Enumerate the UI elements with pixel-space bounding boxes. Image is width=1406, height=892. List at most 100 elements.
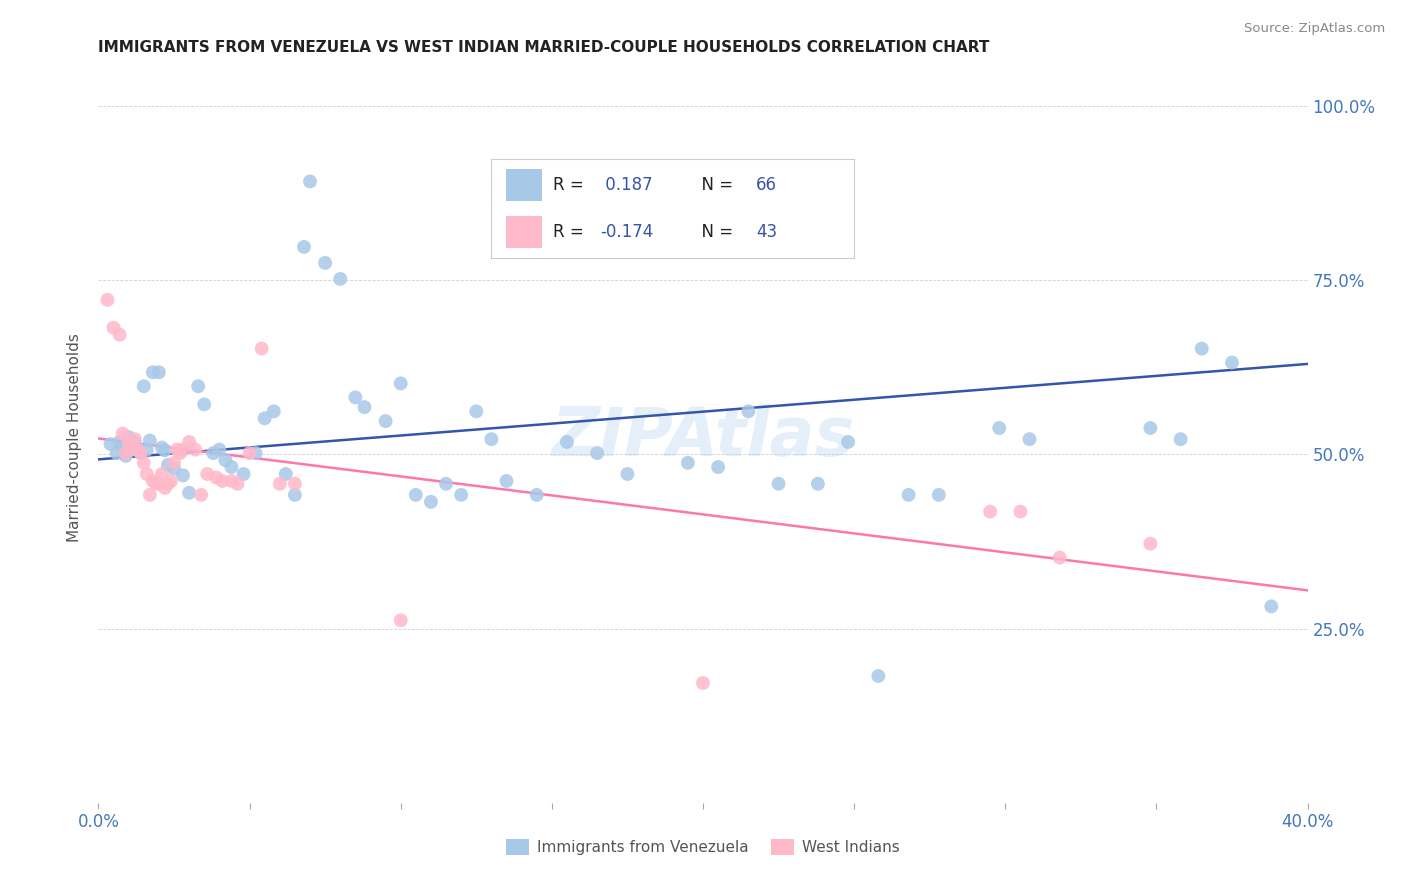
Point bbox=[837, 434, 859, 449]
Point bbox=[344, 390, 367, 404]
Point bbox=[329, 272, 352, 286]
Point bbox=[245, 446, 267, 460]
Point bbox=[221, 460, 243, 475]
Point bbox=[160, 474, 183, 488]
Point bbox=[526, 488, 548, 502]
Point bbox=[239, 446, 262, 460]
Point bbox=[768, 476, 790, 491]
Point bbox=[214, 453, 236, 467]
Point bbox=[169, 446, 191, 460]
Point bbox=[495, 474, 517, 488]
Point bbox=[616, 467, 638, 481]
Point bbox=[1170, 432, 1192, 446]
Point bbox=[481, 432, 503, 446]
Point bbox=[103, 320, 125, 334]
Point bbox=[172, 468, 194, 483]
Point bbox=[353, 400, 375, 414]
Point bbox=[105, 446, 128, 460]
Point bbox=[221, 474, 243, 488]
Point bbox=[114, 446, 136, 460]
Point bbox=[114, 449, 136, 463]
Point bbox=[163, 461, 186, 475]
Point bbox=[269, 476, 291, 491]
Point bbox=[692, 676, 714, 690]
Point bbox=[118, 430, 141, 444]
Point bbox=[202, 446, 225, 460]
Point bbox=[135, 467, 157, 481]
Point bbox=[129, 446, 152, 460]
Point bbox=[555, 434, 578, 449]
Point bbox=[434, 476, 457, 491]
Point bbox=[111, 426, 134, 441]
Point bbox=[121, 439, 143, 453]
Point bbox=[139, 434, 162, 448]
Point bbox=[96, 293, 118, 307]
Point bbox=[108, 327, 131, 342]
Point bbox=[389, 613, 412, 627]
Point bbox=[179, 434, 201, 449]
Point bbox=[707, 460, 730, 475]
Point bbox=[868, 669, 890, 683]
Point bbox=[1191, 342, 1213, 356]
Point bbox=[676, 456, 699, 470]
Point bbox=[284, 476, 307, 491]
Point bbox=[193, 397, 215, 411]
Point bbox=[928, 488, 950, 502]
Point bbox=[292, 240, 315, 254]
Point bbox=[1220, 355, 1243, 369]
Point bbox=[274, 467, 297, 481]
Point bbox=[374, 414, 396, 428]
Point bbox=[132, 456, 155, 470]
Point bbox=[153, 443, 176, 458]
Point bbox=[121, 442, 143, 457]
Point bbox=[405, 488, 427, 502]
Point bbox=[118, 434, 141, 449]
Legend: Immigrants from Venezuela, West Indians: Immigrants from Venezuela, West Indians bbox=[501, 833, 905, 861]
Point bbox=[163, 456, 186, 470]
Point bbox=[187, 379, 209, 393]
Point bbox=[139, 488, 162, 502]
Point bbox=[172, 442, 194, 457]
Point bbox=[153, 481, 176, 495]
Point bbox=[988, 421, 1011, 435]
Text: Source: ZipAtlas.com: Source: ZipAtlas.com bbox=[1244, 22, 1385, 36]
Point bbox=[314, 256, 336, 270]
Point bbox=[226, 476, 249, 491]
Point bbox=[208, 442, 231, 457]
Point bbox=[129, 446, 152, 460]
Point bbox=[124, 434, 146, 449]
Point bbox=[190, 488, 212, 502]
Point bbox=[1049, 550, 1071, 565]
Point bbox=[127, 442, 149, 457]
Point bbox=[124, 432, 146, 446]
Point bbox=[1260, 599, 1282, 614]
Point bbox=[148, 476, 170, 491]
Point bbox=[127, 442, 149, 456]
Point bbox=[211, 474, 233, 488]
Point bbox=[150, 467, 173, 481]
Point bbox=[299, 174, 322, 188]
Point bbox=[111, 441, 134, 455]
Point bbox=[250, 342, 273, 356]
Point bbox=[166, 442, 188, 457]
Point bbox=[156, 458, 179, 472]
Point bbox=[1139, 536, 1161, 550]
Point bbox=[897, 488, 920, 502]
Point bbox=[389, 376, 412, 391]
Point bbox=[132, 379, 155, 393]
Point bbox=[108, 434, 131, 449]
Point bbox=[979, 505, 1001, 519]
Text: ZIPAtlas: ZIPAtlas bbox=[551, 404, 855, 470]
Point bbox=[150, 441, 173, 455]
Point bbox=[100, 437, 122, 451]
Point bbox=[253, 411, 276, 425]
Point bbox=[465, 404, 488, 418]
Point bbox=[156, 476, 179, 491]
Point bbox=[142, 474, 165, 488]
Point bbox=[807, 476, 830, 491]
Point bbox=[586, 446, 609, 460]
Point bbox=[1018, 432, 1040, 446]
Point bbox=[284, 488, 307, 502]
Point bbox=[145, 476, 167, 491]
Point bbox=[232, 467, 254, 481]
